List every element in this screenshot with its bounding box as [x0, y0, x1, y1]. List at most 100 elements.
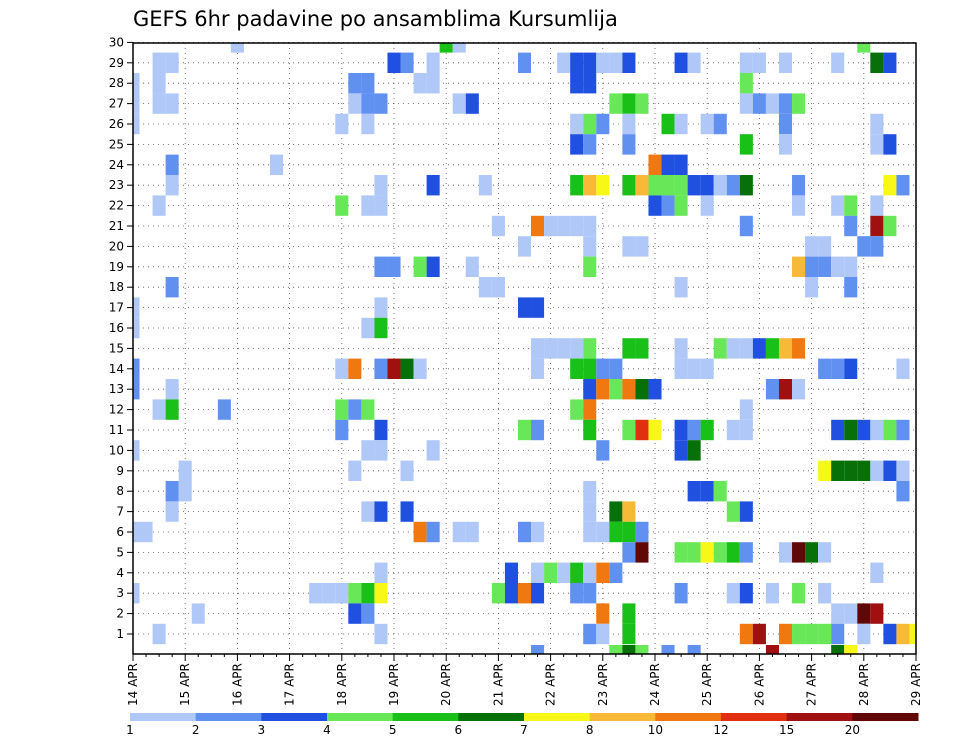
data-cell [622, 542, 636, 563]
data-cell [426, 440, 440, 461]
colorbar-label: 4 [323, 723, 331, 737]
data-cell [348, 583, 362, 604]
data-cell [831, 256, 845, 277]
data-cell [178, 460, 192, 481]
data-cell [544, 338, 558, 359]
colorbar-label: 15 [779, 723, 794, 737]
data-cell [478, 277, 492, 298]
data-cell [531, 521, 545, 543]
data-cell [661, 195, 675, 216]
data-cell [687, 645, 701, 654]
data-cell [413, 521, 427, 543]
data-cell [596, 440, 610, 461]
data-cell [896, 358, 910, 379]
data-cell [661, 154, 675, 175]
y-tick-label: 29 [109, 56, 124, 70]
data-cell [361, 440, 375, 461]
colorbar-label: 2 [192, 723, 200, 737]
data-cell [583, 52, 597, 73]
data-cell [870, 113, 884, 135]
data-cell [739, 399, 753, 420]
data-cell [674, 195, 688, 216]
data-cell [583, 562, 597, 583]
y-tick-label: 30 [109, 35, 124, 49]
data-cell [792, 195, 806, 216]
data-cell [739, 583, 753, 604]
colorbar-swatch [261, 713, 328, 721]
data-cell [778, 113, 793, 135]
data-cell [622, 338, 636, 359]
data-cell [374, 93, 388, 114]
data-cell [700, 113, 714, 135]
data-cell [648, 154, 662, 175]
data-cell [883, 623, 897, 645]
data-cell [661, 113, 675, 135]
data-cell [583, 399, 597, 420]
data-cell [609, 645, 623, 654]
data-cell [596, 52, 610, 73]
data-cell [413, 73, 427, 94]
data-cell [700, 358, 714, 379]
data-cell [133, 583, 140, 604]
data-cell [844, 277, 858, 298]
data-cell [517, 236, 532, 257]
data-cell [583, 419, 597, 441]
data-cell [374, 358, 388, 379]
data-cell [374, 175, 388, 196]
data-cell [674, 277, 688, 298]
data-cell [583, 481, 597, 502]
data-cell [870, 419, 884, 441]
y-tick-label: 25 [109, 137, 124, 151]
data-cell [739, 419, 753, 441]
x-tick-label: 23 APR [596, 663, 610, 706]
data-cell [426, 52, 440, 73]
data-cell [648, 195, 662, 216]
data-cell [831, 358, 845, 379]
data-cell [831, 623, 845, 645]
data-cell [739, 623, 753, 645]
data-cell [687, 481, 701, 502]
data-cell [133, 73, 140, 94]
data-cell [622, 93, 636, 114]
data-cell [831, 195, 845, 216]
data-cell [517, 419, 532, 441]
data-cell [622, 645, 636, 654]
data-cell [452, 521, 466, 543]
data-cell [739, 93, 753, 114]
data-cell [570, 338, 584, 359]
data-cell [831, 603, 845, 624]
data-cell [870, 52, 884, 73]
data-cell [465, 93, 479, 114]
data-cell [674, 338, 688, 359]
data-cell [674, 419, 688, 441]
data-cell [870, 460, 884, 481]
data-cell [818, 236, 832, 257]
x-tick-label: 16 APR [230, 663, 244, 706]
data-cell [765, 379, 779, 400]
data-cell [596, 113, 610, 135]
data-cell [896, 460, 910, 481]
data-cell [387, 256, 401, 277]
data-cell [778, 93, 793, 114]
colorbar-swatch [786, 713, 853, 721]
data-cell [133, 521, 140, 543]
data-cell [531, 583, 545, 604]
data-cell [478, 175, 492, 196]
data-cell [570, 134, 584, 155]
data-cell [687, 52, 701, 73]
data-cell [570, 52, 584, 73]
data-cell [583, 521, 597, 543]
data-cell [609, 379, 623, 400]
data-cell [792, 542, 806, 563]
data-cell [726, 583, 740, 604]
data-cell [739, 542, 753, 563]
data-cell [857, 419, 871, 441]
y-axis-ticks: 1234567891011121314151617181920212223242… [109, 35, 133, 641]
data-cell [622, 521, 636, 543]
data-cell [531, 645, 545, 654]
y-tick-label: 4 [116, 566, 124, 580]
data-cell [133, 317, 140, 339]
data-cell [648, 379, 662, 400]
data-cell [400, 52, 414, 73]
y-tick-label: 1 [116, 627, 124, 641]
